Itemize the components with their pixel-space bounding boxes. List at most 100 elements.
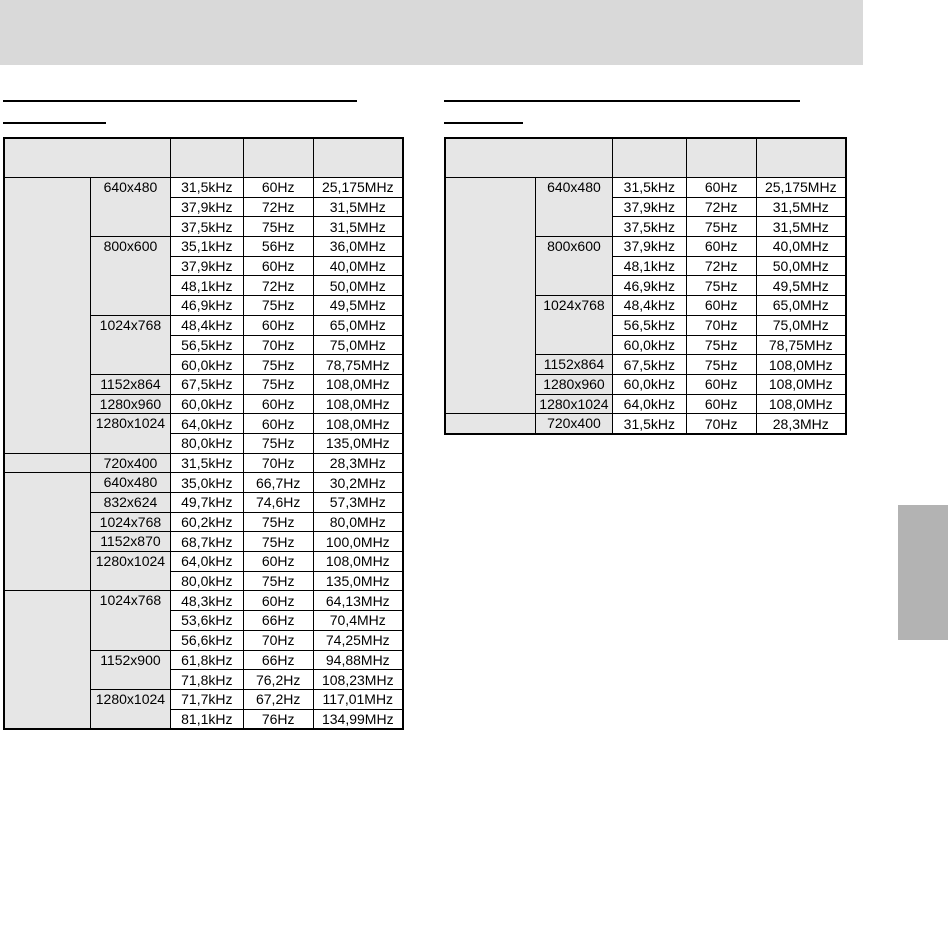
table-row: 81,1kHz 76Hz 134,99MHz (4, 708, 404, 730)
h-freq-cell: 46,9kHz (169, 295, 244, 316)
dot-clock-cell: 49,5MHz (312, 295, 404, 316)
resolution-cell: 1152x900 (89, 649, 171, 690)
h-freq-cell: 31,5kHz (611, 177, 687, 198)
h-freq-cell: 60,0kHz (611, 334, 687, 356)
v-freq-cell: 66Hz (242, 610, 314, 631)
h-freq-cell: 56,5kHz (169, 334, 244, 356)
dot-clock-cell: 57,3MHz (312, 492, 404, 513)
header-cell (169, 137, 244, 178)
dot-clock-cell: 108,0MHz (755, 393, 847, 415)
dot-clock-cell: 108,0MHz (755, 354, 847, 375)
h-freq-cell: 71,8kHz (169, 669, 244, 690)
v-freq-cell: 60Hz (242, 551, 314, 572)
table-row: 1024x768 48,4kHz 60Hz 65,0MHz (4, 314, 404, 375)
v-freq-cell: 60Hz (685, 177, 757, 198)
dot-clock-cell: 64,13MHz (312, 590, 404, 612)
v-freq-cell: 75Hz (242, 531, 314, 553)
table-row: 37,5kHz 75Hz 31,5MHz (445, 216, 847, 238)
group-cell (3, 452, 91, 474)
header-cell (611, 137, 687, 178)
resolution-cell: 1280x1024 (89, 551, 171, 592)
table-row: 1024x768 60,2kHz 75Hz 80,0MHz (4, 511, 404, 533)
v-freq-cell: 75Hz (242, 570, 314, 592)
table-row: 1152x900 61,8kHz 66Hz 94,88MHz (4, 649, 404, 690)
h-freq-cell: 64,0kHz (611, 393, 687, 415)
table-row: 1152x864 67,5kHz 75Hz 108,0MHz (4, 373, 404, 395)
table-row: 832x624 49,7kHz 74,6Hz 57,3MHz (4, 492, 404, 513)
table-row: 800x600 35,1kHz 56Hz 36,0MHz (4, 236, 404, 316)
v-freq-cell: 75Hz (685, 275, 757, 297)
h-freq-cell: 31,5kHz (169, 177, 244, 198)
v-freq-cell: 60Hz (242, 255, 314, 277)
dot-clock-cell: 108,0MHz (312, 551, 404, 572)
table-row: 640x480 35,0kHz 66,7Hz 30,2MHz (3, 472, 404, 592)
resolution-cell: 1280x1024 (89, 413, 171, 454)
h-freq-cell: 49,7kHz (169, 492, 244, 513)
resolution-cell: 1280x1024 (534, 393, 613, 415)
table-row: 60,0kHz 75Hz 78,75MHz (4, 354, 404, 375)
resolution-cell: 832x624 (89, 492, 171, 513)
v-freq-cell: 70Hz (242, 452, 314, 474)
v-freq-cell: 70Hz (685, 413, 757, 435)
v-freq-cell: 66,7Hz (242, 472, 314, 493)
dot-clock-cell: 135,0MHz (312, 432, 404, 454)
v-freq-cell: 72Hz (685, 255, 757, 277)
dot-clock-cell: 78,75MHz (312, 354, 404, 375)
resolution-cell: 1024x768 (534, 295, 613, 356)
table-row: 720x400 31,5kHz 70Hz 28,3MHz (444, 413, 847, 435)
table-row: 1280x960 60,0kHz 60Hz 108,0MHz (445, 373, 847, 395)
dot-clock-cell: 28,3MHz (755, 413, 847, 435)
v-freq-cell: 75Hz (242, 373, 314, 395)
resolution-cell: 1024x768 (89, 590, 171, 651)
dot-clock-cell: 50,0MHz (312, 275, 404, 297)
v-freq-cell: 75Hz (685, 216, 757, 238)
h-freq-cell: 67,5kHz (611, 354, 687, 375)
h-freq-cell: 71,7kHz (169, 688, 244, 710)
dot-clock-cell: 70,4MHz (312, 610, 404, 631)
table-row: 640x480 31,5kHz 60Hz 25,175MHz (444, 176, 847, 415)
dot-clock-cell: 31,5MHz (312, 196, 404, 218)
v-freq-cell: 75Hz (242, 432, 314, 454)
dot-clock-cell: 108,0MHz (755, 373, 847, 395)
v-freq-cell: 60Hz (242, 393, 314, 415)
heading-underline (444, 100, 800, 102)
h-freq-cell: 37,9kHz (611, 236, 687, 257)
v-freq-cell: 75Hz (242, 295, 314, 316)
v-freq-cell: 75Hz (242, 354, 314, 375)
h-freq-cell: 48,3kHz (169, 590, 244, 612)
resolution-cell: 1280x1024 (89, 688, 171, 730)
dot-clock-cell: 36,0MHz (312, 236, 404, 257)
header-cell (312, 137, 404, 178)
h-freq-cell: 53,6kHz (169, 610, 244, 631)
resolution-cell: 1280x960 (534, 373, 613, 395)
resolution-cell: 640x480 (89, 472, 171, 493)
dot-clock-cell: 31,5MHz (755, 196, 847, 218)
h-freq-cell: 37,5kHz (169, 216, 244, 238)
v-freq-cell: 70Hz (242, 629, 314, 651)
h-freq-cell: 81,1kHz (169, 708, 244, 730)
dot-clock-cell: 65,0MHz (755, 295, 847, 316)
resolution-cell: 640x480 (534, 176, 613, 238)
v-freq-cell: 72Hz (685, 196, 757, 218)
resolution-cell: 1024x768 (89, 511, 171, 533)
section-tab (898, 505, 948, 640)
h-freq-cell: 64,0kHz (169, 413, 244, 434)
v-freq-cell: 75Hz (242, 216, 314, 238)
h-freq-cell: 48,4kHz (169, 314, 244, 336)
group-cell (444, 413, 536, 435)
h-freq-cell: 37,5kHz (611, 216, 687, 238)
dot-clock-cell: 108,0MHz (312, 393, 404, 415)
resolution-cell: 640x480 (89, 176, 171, 238)
resolution-cell: 1152x870 (89, 531, 171, 553)
dot-clock-cell: 30,2MHz (312, 472, 404, 493)
dot-clock-cell: 134,99MHz (312, 708, 404, 730)
heading-underline (3, 122, 106, 124)
timing-table-left: 640x480 31,5kHz 60Hz 25,175MHz 37,9kHz 72Hz 31… (3, 137, 404, 731)
table-row: 1280x1024 71,7kHz 67,2Hz 117,01MHz (4, 688, 404, 730)
dot-clock-cell: 100,0MHz (312, 531, 404, 553)
h-freq-cell: 48,1kHz (611, 255, 687, 277)
heading-underline (3, 100, 357, 102)
table-row: 80,0kHz 75Hz 135,0MHz (4, 432, 404, 454)
group-cell (3, 590, 91, 730)
h-freq-cell: 60,0kHz (169, 354, 244, 375)
